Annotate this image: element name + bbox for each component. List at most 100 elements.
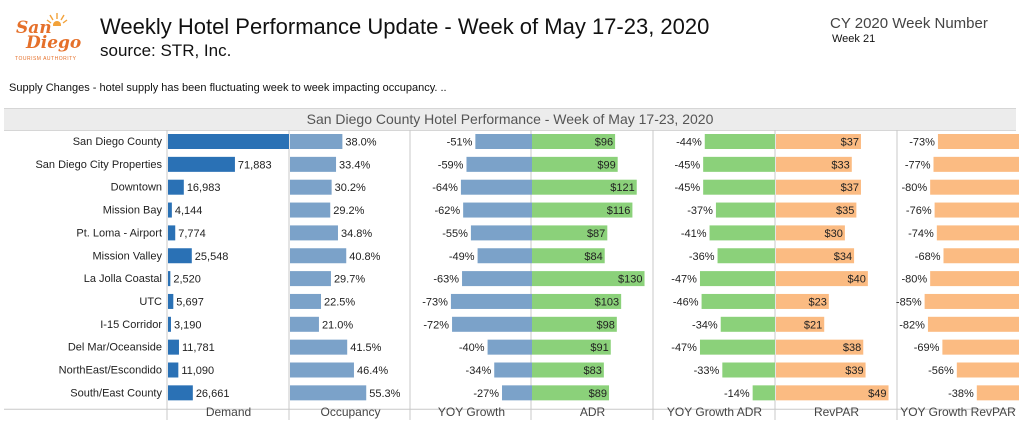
demand-bar <box>168 385 193 401</box>
revpar-bar <box>776 339 864 355</box>
yoy_growth-bar <box>502 385 532 401</box>
occupancy-bar <box>290 339 348 355</box>
logo-tagline: TOURISM AUTHORITY <box>15 56 77 62</box>
yoy_growth_revpar-bar <box>936 225 1019 241</box>
occupancy-bar <box>290 293 322 309</box>
demand-bar <box>168 202 172 218</box>
revpar-bar <box>776 271 868 287</box>
occupancy-bar <box>290 362 354 378</box>
revpar-value-label: $33 <box>831 159 849 171</box>
yoy_growth-value-label: -59% <box>438 159 464 171</box>
adr-value-label: $91 <box>590 342 608 354</box>
yoy_growth_revpar-value-label: -77% <box>905 159 931 171</box>
yoy_growth_adr-bar <box>752 385 775 401</box>
row-label: Pt. Loma - Airport <box>76 227 162 239</box>
yoy_growth_adr-value-label: -46% <box>673 296 699 308</box>
occupancy-bar <box>290 179 332 195</box>
revpar-value-label: $21 <box>804 319 822 331</box>
yoy_growth_revpar-bar <box>934 202 1019 218</box>
week-number-value: Week 21 <box>832 33 876 45</box>
occupancy-bar <box>290 134 343 149</box>
demand-value-label: 7,774 <box>178 228 206 240</box>
yoy_growth-bar <box>450 293 532 309</box>
yoy_growth_revpar-value-label: -85% <box>896 296 922 308</box>
yoy_growth_adr-bar <box>715 202 775 218</box>
demand-value-label: 2,520 <box>173 274 201 286</box>
occupancy-value-label: 30.2% <box>335 182 366 194</box>
demand-bar <box>168 339 179 355</box>
yoy_growth_revpar-bar <box>924 293 1019 309</box>
demand-bar <box>168 225 176 241</box>
yoy_growth_revpar-value-label: -69% <box>914 342 940 354</box>
yoy_growth_adr-value-label: -45% <box>674 159 700 171</box>
revpar-bar <box>776 293 829 309</box>
yoy_growth_adr-value-label: -47% <box>671 274 697 286</box>
revpar-bar <box>776 362 866 378</box>
adr-bar <box>532 293 622 309</box>
row-label: South/East County <box>70 387 162 399</box>
yoy_growth_adr-value-label: -36% <box>689 251 715 263</box>
demand-value-label: 11,781 <box>182 342 215 354</box>
occupancy-value-label: 29.2% <box>333 205 364 217</box>
yoy_growth-bar <box>477 248 532 264</box>
yoy_growth_adr-bar <box>699 339 775 355</box>
demand-value-label: 11,090 <box>181 365 214 377</box>
revpar-bar <box>776 202 857 218</box>
yoy_growth-value-label: -40% <box>459 342 485 354</box>
adr-bar <box>532 362 604 378</box>
demand-bar <box>168 271 171 287</box>
adr-value-label: $99 <box>597 159 615 171</box>
revpar-bar <box>776 225 845 241</box>
revpar-value-label: $40 <box>848 274 866 286</box>
yoy_growth-bar <box>463 202 532 218</box>
yoy_growth-bar <box>470 225 532 241</box>
row-label: NorthEast/Escondido <box>59 365 162 377</box>
yoy_growth-value-label: -73% <box>422 296 448 308</box>
occupancy-value-label: 29.7% <box>334 274 365 286</box>
revpar-value-label: $35 <box>836 205 854 217</box>
adr-bar <box>532 156 618 172</box>
demand-value-label: 16,983 <box>187 182 221 194</box>
yoy_growth-bar <box>487 339 532 355</box>
sun-icon <box>46 13 68 26</box>
adr-value-label: $87 <box>587 228 605 240</box>
revpar-value-label: $39 <box>845 365 863 377</box>
adr-value-label: $116 <box>607 205 631 217</box>
adr-value-label: $98 <box>596 319 614 331</box>
yoy_growth-value-label: -34% <box>466 365 492 377</box>
demand-value-label: 4,144 <box>175 205 203 217</box>
yoy_growth-value-label: -72% <box>423 319 449 331</box>
occupancy-value-label: 22.5% <box>324 296 355 308</box>
yoy_growth_revpar-bar <box>943 248 1019 264</box>
column-header: Occupancy <box>320 405 380 419</box>
row-label: Mission Bay <box>103 205 163 217</box>
yoy_growth-value-label: -55% <box>442 228 468 240</box>
yoy_growth_adr-value-label: -34% <box>692 319 718 331</box>
occupancy-value-label: 55.3% <box>369 388 400 400</box>
san-diego-logo: San Diego TOURISM AUTHORITY <box>8 10 81 70</box>
yoy_growth_revpar-value-label: -80% <box>901 182 927 194</box>
yoy_growth_adr-value-label: -41% <box>681 228 707 240</box>
revpar-value-label: $49 <box>868 388 886 400</box>
adr-bar <box>532 134 616 149</box>
revpar-value-label: $37 <box>841 137 859 149</box>
yoy_growth_adr-bar <box>709 225 775 241</box>
demand-value-label: 5,697 <box>176 296 204 308</box>
revpar-bar <box>776 156 852 172</box>
yoy_growth-value-label: -49% <box>449 251 475 263</box>
occupancy-value-label: 40.8% <box>349 251 380 263</box>
yoy_growth_adr-bar <box>703 179 775 195</box>
row-label: Del Mar/Oceanside <box>68 342 162 354</box>
adr-bar <box>532 225 608 241</box>
demand-bar <box>168 293 174 309</box>
demand-bar <box>168 316 171 332</box>
row-label: San Diego County <box>73 136 163 148</box>
yoy_growth_revpar-value-label: -74% <box>908 228 934 240</box>
yoy_growth_adr-bar <box>717 248 775 264</box>
yoy_growth_adr-value-label: -33% <box>694 365 720 377</box>
adr-value-label: $89 <box>589 388 607 400</box>
table-title: San Diego County Hotel Performance - Wee… <box>4 108 1016 131</box>
adr-value-label: $103 <box>595 296 619 308</box>
adr-value-label: $130 <box>618 274 642 286</box>
